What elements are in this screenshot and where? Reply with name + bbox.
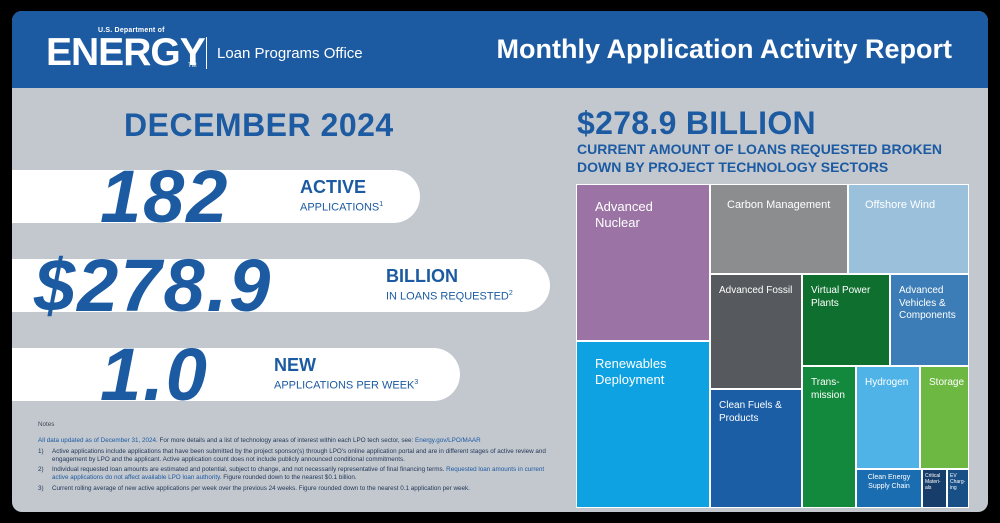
office-name: Loan Programs Office	[217, 45, 363, 62]
tile-offshore-wind[interactable]: Offshore Wind	[848, 184, 969, 274]
note-item: 3) Current rolling average of new active…	[38, 484, 470, 492]
report-card: U.S. Department of ENERGY TM Loan Progra…	[12, 11, 988, 512]
tile-critical-materials[interactable]: Critical Materi-als	[922, 469, 947, 508]
stat-pill-billion	[12, 259, 550, 312]
footnote-2: 2	[508, 290, 513, 297]
stat-sub-new: APPLICATIONS PER WEEK3	[274, 379, 419, 392]
logo-divider	[206, 37, 207, 69]
tile-clean-energy-supply-chain[interactable]: Clean Energy Supply Chain	[856, 469, 922, 508]
treemap-subtitle: CURRENT AMOUNT OF LOANS REQUESTED BROKEN…	[577, 141, 943, 175]
stat-heading-billion: BILLION	[386, 266, 458, 286]
stat-value-active: 182	[100, 155, 230, 238]
tile-virtual-power-plants[interactable]: Virtual Power Plants	[802, 274, 890, 366]
stat-value-billion: $278.9	[34, 244, 273, 327]
notes-intro: All data updated as of December 31, 2024…	[38, 437, 558, 445]
stat-sub-active: APPLICATIONS1	[300, 201, 384, 214]
stat-heading-new: NEW	[274, 355, 316, 375]
notes-updated: All data updated as of December 31, 2024…	[38, 437, 158, 445]
report-title: Monthly Application Activity Report	[496, 34, 952, 64]
stat-pill-new	[12, 348, 460, 401]
maar-link[interactable]: Energy.gov/LPO/MAAR	[415, 437, 481, 445]
report-month: DECEMBER 2024	[124, 107, 394, 143]
note-item: 1) Active applications include applicati…	[38, 447, 546, 463]
dept-small-text: U.S. Department of	[98, 27, 165, 34]
notes-intro-text: For more details and a list of technolog…	[157, 437, 415, 445]
tile-advanced-nuclear[interactable]: Advanced Nuclear	[576, 184, 710, 341]
note-item: 2) Individual requested loan amounts are…	[38, 466, 545, 482]
energy-logo[interactable]: ENERGY	[46, 31, 206, 74]
stat-pill-active	[12, 170, 420, 223]
tile-ev-charging[interactable]: EV Charg-ing	[947, 469, 969, 508]
tile-advanced-vehicles[interactable]: Advanced Vehicles & Components	[890, 274, 969, 366]
notes-section: Notes All data updated as of December 31…	[38, 421, 558, 493]
footnote-3: 3	[414, 379, 419, 386]
stat-heading-active: ACTIVE	[300, 177, 367, 197]
tile-hydrogen[interactable]: Hydrogen	[856, 366, 920, 469]
note-highlight: Requested loan amounts in current active…	[52, 466, 545, 482]
tile-advanced-fossil[interactable]: Advanced Fossil	[710, 274, 802, 389]
header-bar: U.S. Department of ENERGY TM Loan Progra…	[12, 11, 988, 88]
total-amount: $278.9 BILLION	[577, 105, 816, 141]
stat-value-new: 1.0	[100, 333, 209, 416]
sector-treemap: Advanced Nuclear Renewables Deployment C…	[576, 184, 969, 508]
footnote-1: 1	[379, 201, 384, 208]
tile-clean-fuels[interactable]: Clean Fuels & Products	[710, 389, 802, 508]
notes-title: Notes	[38, 421, 55, 428]
tile-storage[interactable]: Storage	[920, 366, 969, 469]
tile-renewables-deployment[interactable]: Renewables Deployment	[576, 341, 710, 508]
logo-trademark: TM	[188, 63, 197, 69]
tile-carbon-management[interactable]: Carbon Management	[710, 184, 848, 274]
tile-transmission[interactable]: Trans-mission	[802, 366, 856, 508]
stat-sub-billion: IN LOANS REQUESTED2	[386, 290, 513, 303]
